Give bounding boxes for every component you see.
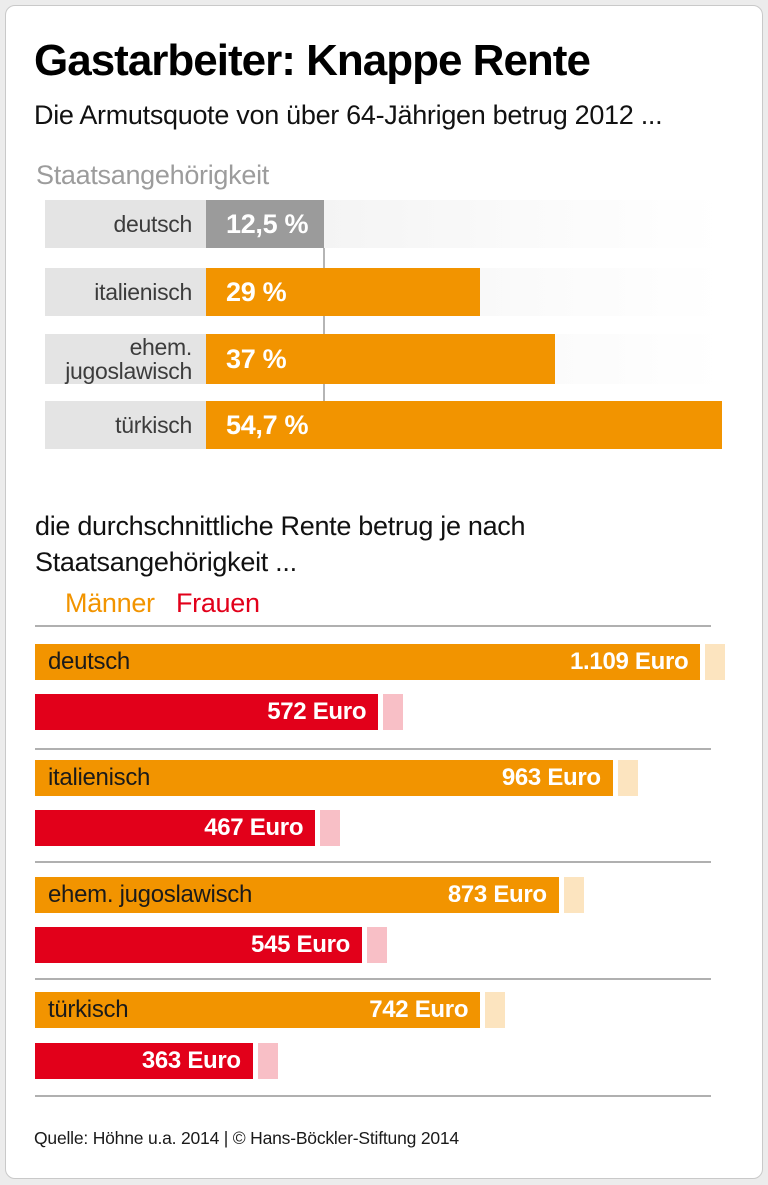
bar-value-label: 572 Euro bbox=[267, 698, 367, 725]
chart1-row-tuerkisch: 54,7 % türkisch bbox=[45, 401, 723, 449]
divider bbox=[35, 625, 711, 627]
divider bbox=[35, 748, 711, 750]
bar-value-label: 1.109 Euro bbox=[569, 648, 689, 675]
pension-row-deutsch-maenner: deutsch 1.109 Euro bbox=[35, 644, 733, 680]
bar-fade-block bbox=[367, 927, 387, 963]
reference-line bbox=[323, 248, 325, 402]
bar-ehem-jugoslawisch-frauen: 545 Euro bbox=[35, 927, 362, 963]
bar-fade-block bbox=[563, 877, 584, 913]
pension-row-tuerkisch-frauen: 363 Euro bbox=[35, 1043, 733, 1079]
legend-frauen: Frauen bbox=[175, 588, 260, 618]
bar-ehem-jugoslawisch: 37 % bbox=[206, 334, 556, 384]
category-label: deutsch bbox=[48, 648, 130, 675]
bar-italienisch-frauen: 467 Euro bbox=[35, 810, 316, 846]
bar-value-label: 54,7 % bbox=[226, 409, 309, 440]
chart1-row-italienisch: 29 % italienisch bbox=[45, 268, 723, 316]
bar-value-label: 363 Euro bbox=[141, 1047, 241, 1074]
bar-value-label: 963 Euro bbox=[501, 764, 601, 791]
bar-italienisch-maenner: italienisch 963 Euro bbox=[35, 760, 613, 796]
subtitle: Die Armutsquote von über 64-Jährigen bet… bbox=[34, 100, 663, 130]
bar-value-label: 545 Euro bbox=[251, 931, 350, 958]
bar-tuerkisch-frauen: 363 Euro bbox=[35, 1043, 253, 1079]
chart2-legend: Männer Frauen bbox=[65, 588, 260, 619]
pension-row-deutsch-frauen: 572 Euro bbox=[35, 694, 733, 730]
bar-tuerkisch: 54,7 % bbox=[206, 401, 723, 449]
bar-fade-block bbox=[617, 760, 638, 796]
chart2-title: die durchschnittliche Rente betrug je na… bbox=[35, 511, 526, 577]
category-label: deutsch bbox=[45, 200, 206, 248]
category-label: türkisch bbox=[45, 401, 206, 449]
chart1-axis-title: Staatsangehörigkeit bbox=[36, 160, 269, 190]
pension-row-italienisch-maenner: italienisch 963 Euro bbox=[35, 760, 733, 796]
chart1-row-ehem-jugoslawisch: 37 % ehem. jugoslawisch bbox=[45, 334, 723, 384]
category-label: italienisch bbox=[48, 764, 151, 791]
pension-row-ehem-jugoslawisch-frauen: 545 Euro bbox=[35, 927, 733, 963]
bar-italienisch: 29 % bbox=[206, 268, 480, 316]
divider bbox=[35, 1095, 711, 1097]
category-label: ehem. jugoslawisch bbox=[45, 334, 206, 384]
bar-fade-block bbox=[320, 810, 341, 846]
bar-fade-block bbox=[257, 1043, 278, 1079]
bar-fade-block bbox=[383, 694, 404, 730]
chart1-row-deutsch: 12,5 % deutsch bbox=[45, 200, 723, 248]
bar-tuerkisch-maenner: türkisch 742 Euro bbox=[35, 992, 481, 1028]
category-label: italienisch bbox=[45, 268, 206, 316]
bar-value-label: 29 % bbox=[226, 276, 287, 307]
bar-deutsch-maenner: deutsch 1.109 Euro bbox=[35, 644, 701, 680]
bar-value-label: 742 Euro bbox=[369, 996, 469, 1023]
category-label: ehem. jugoslawisch bbox=[48, 881, 253, 908]
bar-fade-block bbox=[485, 992, 506, 1028]
legend-maenner: Männer bbox=[65, 588, 155, 618]
bar-value-label: 873 Euro bbox=[447, 881, 547, 908]
source-credit: Quelle: Höhne u.a. 2014 | © Hans-Böckler… bbox=[34, 1128, 459, 1148]
bar-deutsch: 12,5 % bbox=[206, 200, 324, 248]
bar-ehem-jugoslawisch-maenner: ehem. jugoslawisch 873 Euro bbox=[35, 877, 559, 913]
bar-deutsch-frauen: 572 Euro bbox=[35, 694, 379, 730]
pension-row-ehem-jugoslawisch-maenner: ehem. jugoslawisch 873 Euro bbox=[35, 877, 733, 913]
divider bbox=[35, 861, 711, 863]
bar-value-label: 37 % bbox=[226, 343, 287, 374]
bar-value-label: 467 Euro bbox=[204, 814, 304, 841]
pension-row-italienisch-frauen: 467 Euro bbox=[35, 810, 733, 846]
pension-row-tuerkisch-maenner: türkisch 742 Euro bbox=[35, 992, 733, 1028]
poverty-rate-chart: 12,5 % deutsch 29 % italienisch 37 % ehe… bbox=[45, 200, 723, 450]
bar-value-label: 12,5 % bbox=[226, 208, 309, 239]
bar-fade-block bbox=[705, 644, 726, 680]
pension-chart: deutsch 1.109 Euro 572 Euro italienisch … bbox=[35, 625, 733, 1105]
divider bbox=[35, 978, 711, 980]
category-label: türkisch bbox=[48, 996, 129, 1023]
page-title: Gastarbeiter: Knappe Rente bbox=[34, 36, 591, 85]
